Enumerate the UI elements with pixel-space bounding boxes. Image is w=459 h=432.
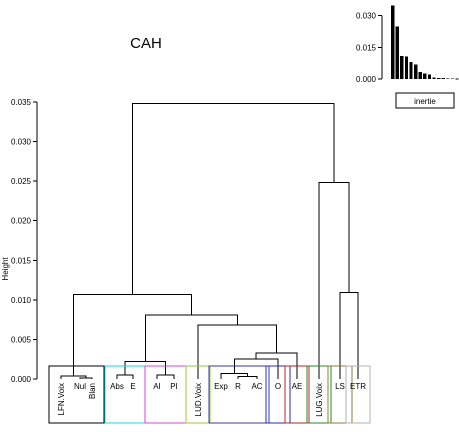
inertia-bar [404, 56, 409, 79]
inertia-bar [446, 78, 450, 79]
leaf-label: R [235, 382, 241, 391]
inertia-inset: 0.000 0.015 0.030 inertie [356, 5, 459, 109]
inertia-bar [414, 64, 418, 79]
leaf-label: E [130, 382, 135, 391]
inset-y-tick-label: 0.000 [356, 75, 377, 84]
inset-y-tick-label: 0.030 [356, 12, 377, 21]
dendrogram-branch [237, 376, 258, 379]
dendrogram-branch [156, 374, 175, 379]
dendrogram-branches [60, 103, 359, 379]
dendrogram-branch [124, 361, 166, 376]
leaf-label: LUD.Voix [194, 383, 203, 416]
inset-bars [391, 5, 459, 80]
cluster-box [345, 365, 371, 424]
inset-legend-label: inertie [414, 97, 436, 106]
inertia-bar [400, 55, 404, 79]
y-tick-label: 0.035 [11, 98, 32, 107]
leaf-label: LUG.Voix [315, 383, 324, 417]
dendrogram-branch [73, 293, 192, 377]
chart-title: CAH [130, 35, 162, 52]
leaf-label: O [275, 382, 281, 391]
inertia-bar [391, 5, 395, 79]
y-tick-label: 0.015 [11, 256, 32, 265]
y-tick-label: 0.020 [11, 217, 32, 226]
y-tick-label: 0.010 [11, 296, 32, 305]
leaf-label: Blan [88, 383, 97, 399]
inertia-bar [437, 77, 441, 79]
leaf-label: Abs [110, 382, 124, 391]
cluster-box [306, 365, 332, 424]
dendrogram-branch [79, 377, 93, 379]
cluster-box [265, 365, 291, 424]
inset-y-axis: 0.000 0.015 0.030 [356, 12, 383, 84]
y-tick-label: 0.005 [11, 335, 32, 344]
cluster-box [284, 365, 310, 424]
y-tick-label: 0.025 [11, 177, 32, 186]
y-tick-label: 0.030 [11, 138, 32, 147]
cluster-box [327, 365, 353, 424]
cluster-box [208, 365, 270, 424]
inertia-bar [455, 78, 459, 80]
inertia-bar [441, 77, 445, 79]
leaf-label: LFN.Voix [57, 383, 66, 415]
dendrogram-branch [144, 314, 238, 362]
y-tick-label: 0.000 [11, 375, 32, 384]
inertia-bar [418, 72, 422, 79]
y-axis: 0.000 0.005 0.010 0.015 0.020 0.025 0.030 0.035 [11, 98, 38, 384]
y-axis-label: Height [1, 257, 10, 281]
leaf-label: LS [335, 382, 345, 391]
dendrogram-branch [318, 182, 350, 379]
leaf-label: PI [170, 382, 178, 391]
inertia-bar [395, 26, 399, 80]
leaf-label: AC [251, 382, 262, 391]
inset-legend-box [395, 92, 455, 109]
cluster-box [48, 365, 105, 424]
leaf-label: Nul [74, 382, 86, 391]
cluster-box [185, 365, 211, 424]
inertia-bar [450, 78, 455, 79]
inertia-bar [423, 73, 427, 79]
leaf-label: AE [292, 382, 303, 391]
inset-y-tick-label: 0.015 [356, 43, 377, 52]
leaf-label: Exp [214, 382, 228, 391]
cluster-boxes [48, 365, 371, 424]
inertia-bar [409, 61, 413, 79]
dendrogram-branch [197, 324, 278, 379]
dendrogram-branch [131, 103, 335, 295]
inertia-bar [432, 77, 436, 79]
dendrogram-branch [233, 358, 279, 379]
dendrogram-branch [116, 374, 134, 379]
leaf-labels: LFN.Voix Nul Blan Abs E AI PI LUD.Voix Exp R AC O AE… [57, 382, 366, 417]
leaf-label: AI [153, 382, 161, 391]
leaf-label: ETR [350, 382, 366, 391]
inertia-bar [427, 74, 432, 79]
